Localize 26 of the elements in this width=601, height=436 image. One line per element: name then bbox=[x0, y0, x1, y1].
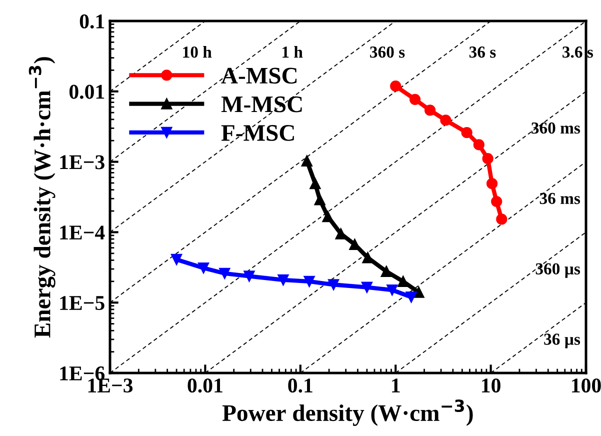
x-tick-label: 10 bbox=[482, 378, 500, 393]
x-tick-label: 0.1 bbox=[288, 378, 312, 393]
series-label: 36 ms bbox=[540, 192, 580, 204]
x-tick-label: 1 bbox=[392, 378, 400, 392]
series-label: 1 h bbox=[282, 46, 303, 58]
legend-label: F-MSC bbox=[221, 125, 294, 141]
y-tick-label: 0.1 bbox=[80, 14, 104, 29]
y-axis-title: Energy density (W·h·cm$^{−3}$) bbox=[28, 57, 56, 338]
y-tick-label: 1E−3 bbox=[60, 155, 104, 170]
series-label: 360 ms bbox=[532, 122, 580, 134]
series-label: 36 s bbox=[469, 46, 496, 58]
series-label: 10 h bbox=[183, 46, 212, 58]
x-tick-label: 100 bbox=[572, 378, 601, 393]
legend-label: A-MSC bbox=[221, 68, 297, 84]
series-label: 3.6 s bbox=[562, 46, 593, 58]
series-label: 36 µs bbox=[544, 334, 580, 348]
x-tick-label: 0.01 bbox=[188, 378, 222, 393]
legend-label: M-MSC bbox=[221, 96, 302, 112]
x-tick-label: 1E−3 bbox=[88, 378, 133, 393]
series-label: 360 µs bbox=[536, 263, 580, 278]
y-tick-label: 1E−5 bbox=[60, 296, 104, 310]
series-label: 360 s bbox=[370, 46, 405, 58]
y-tick-label: 1E−4 bbox=[60, 226, 105, 240]
y-tick-label: 0.01 bbox=[69, 84, 104, 99]
y-tick-label: 1E−6 bbox=[60, 366, 105, 380]
x-axis-title: Power density (W·cm$^{−3}$) bbox=[222, 400, 473, 426]
